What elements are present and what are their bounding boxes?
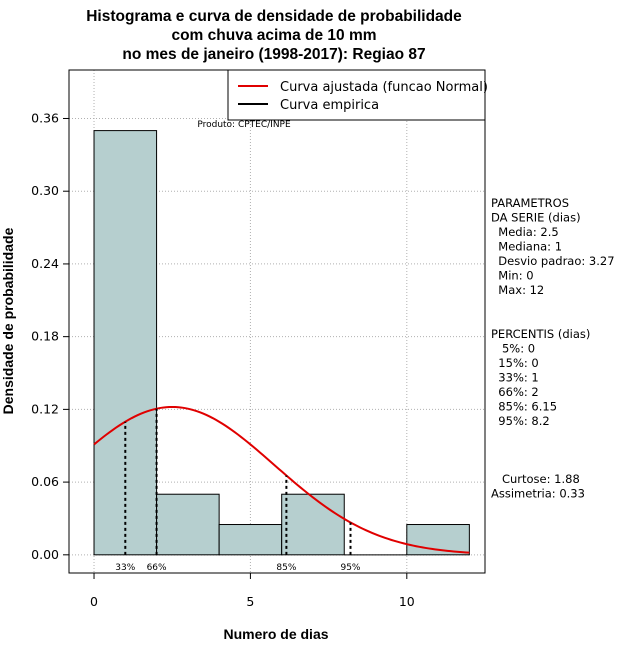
parametros-line: Desvio padrao: 3.27 [491,254,615,268]
percentis-line: 95%: 8.2 [491,414,550,428]
y-tick-label: 0.00 [31,547,59,562]
percentis-line: 5%: 0 [491,342,535,356]
legend-label: Curva ajustada (funcao Normal) [280,80,488,95]
legend-label: Curva empirica [280,98,379,113]
histogram-bar [406,524,470,556]
parametros-line: DA SERIE (dias) [491,211,581,225]
parametros-line: PARAMETROS [491,196,569,210]
chart-title-line: Histograma e curva de densidade de proba… [86,8,462,25]
histogram-bar [93,130,158,556]
credit-text: Produto: CPTEC/INPE [197,120,291,130]
legend-box [227,69,486,121]
y-tick-label: 0.12 [31,401,59,416]
shape-stat-line: Curtose: 1.88 [491,472,580,486]
x-axis-title: Numero de dias [223,626,328,642]
histogram-bar [156,493,220,556]
x-tick-label: 10 [399,594,415,609]
parametros-line: Media: 2.5 [491,225,559,239]
chart-title: Histograma e curva de densidade de proba… [86,8,462,63]
histogram-bars [93,130,470,556]
chart-title-line: com chuva acima de 10 mm [171,27,376,44]
percentile-markers: 33% 66% 85% 95% [115,408,361,573]
parametros-line: Mediana: 1 [491,240,562,254]
y-axis-title: Densidade de probabilidade [0,227,16,414]
percentis-line: 33%: 1 [491,371,539,385]
y-tick-label: 0.24 [31,256,59,271]
percentile-marker-label: 66% [147,563,167,573]
percentile-marker-label: 85% [276,563,296,573]
percentis-line: PERCENTIS (dias) [491,327,590,341]
percentile-marker-label: 33% [115,563,135,573]
percentile-marker-label: 95% [340,563,360,573]
y-tick-label: 0.06 [31,474,59,489]
histogram-bar [281,493,345,556]
legend: Curva ajustada (funcao Normal) Curva empi… [227,69,488,121]
y-tick-label: 0.30 [31,183,59,198]
x-tick-label: 0 [90,594,98,609]
axes: 0 5 10 0.00 0.06 0.12 0.18 0.24 0.30 0.36 Numero d… [0,69,486,642]
percentis-line: 66%: 2 [491,385,539,399]
x-tick-label: 5 [246,594,254,609]
percentis-line: 85%: 6.15 [491,400,557,414]
parametros-line: Max: 12 [491,283,544,297]
histogram-bar [218,524,283,556]
y-tick-label: 0.36 [31,110,59,125]
y-tick-label: 0.18 [31,329,59,344]
percentis-line: 15%: 0 [491,356,539,370]
parametros-line: Min: 0 [491,269,534,283]
chart-title-line: no mes de janeiro (1998-2017): Regiao 87 [122,46,425,63]
shape-stat-line: Assimetria: 0.33 [491,487,585,501]
